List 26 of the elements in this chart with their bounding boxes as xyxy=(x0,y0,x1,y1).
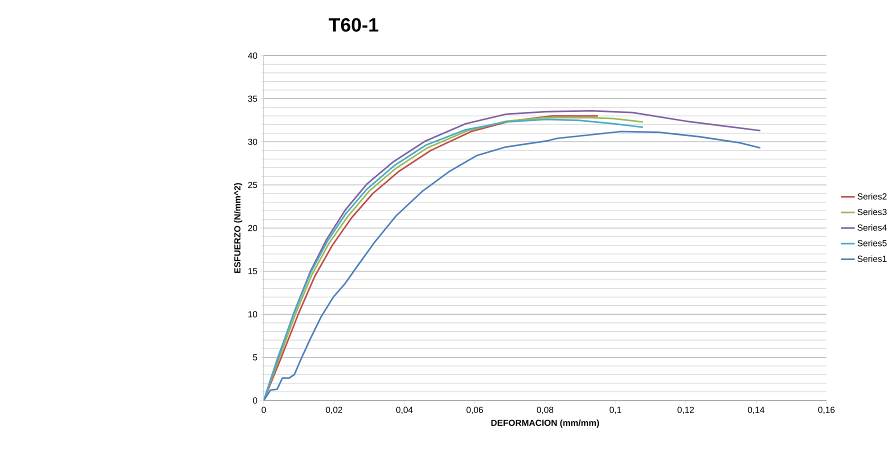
x-tick-label: 0,06 xyxy=(466,406,483,414)
legend-label: Series4 xyxy=(858,224,887,231)
x-tick-label: 0,02 xyxy=(326,406,342,414)
x-tick-label: 0 xyxy=(262,406,266,413)
legend-label: Series1 xyxy=(858,255,887,262)
y-tick-label: 5 xyxy=(252,354,258,360)
y-tick-label: 0 xyxy=(252,397,258,404)
chart-title: T60-1 xyxy=(328,18,378,32)
y-tick-label: 25 xyxy=(248,182,258,188)
x-tick-label: 0,08 xyxy=(536,406,554,414)
legend-label: Series3 xyxy=(858,208,887,215)
y-tick-label: 30 xyxy=(248,138,258,145)
y-tick-label: 40 xyxy=(248,52,258,59)
y-tick-label: 20 xyxy=(248,224,258,231)
x-tick-label: 0,16 xyxy=(818,406,835,414)
y-axis-title: ESFUERZO (N/mm^2) xyxy=(234,182,242,273)
y-tick-label: 10 xyxy=(248,310,258,318)
legend-label: Series2 xyxy=(858,192,887,200)
x-tick-label: 0,12 xyxy=(678,406,694,414)
x-tick-label: 0,14 xyxy=(748,406,764,414)
legend-label: Series5 xyxy=(858,240,887,246)
y-tick-label: 15 xyxy=(248,268,258,274)
x-tick-label: 0,1 xyxy=(610,406,622,414)
y-tick-label: 35 xyxy=(248,95,258,102)
x-tick-label: 0,04 xyxy=(396,406,413,414)
x-axis-title: DEFORMACION (mm/mm) xyxy=(491,419,599,428)
